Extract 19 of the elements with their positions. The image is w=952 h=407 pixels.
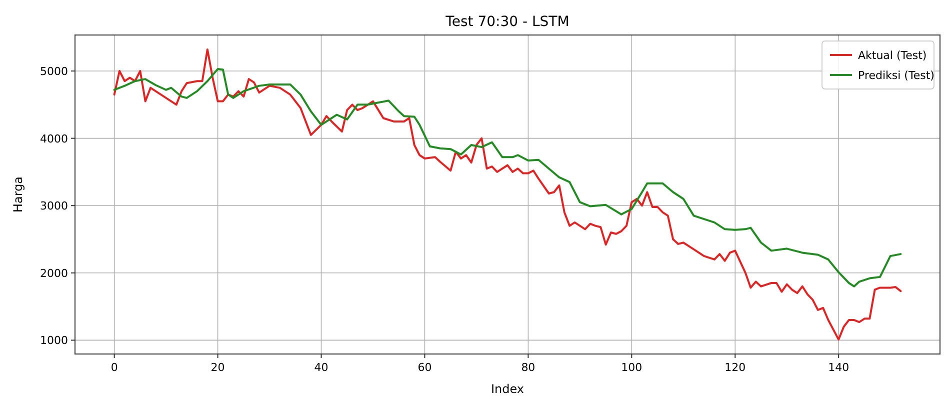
- x-tick-label: 40: [314, 361, 328, 374]
- chart-title: Test 70:30 - LSTM: [444, 14, 570, 30]
- x-tick-label: 80: [521, 361, 536, 374]
- legend-label: Prediksi (Test): [858, 69, 934, 82]
- y-tick-label: 2000: [40, 266, 68, 280]
- legend-label: Aktual (Test): [858, 49, 927, 62]
- x-tick-label: 120: [724, 361, 746, 374]
- line-series: [113, 68, 902, 288]
- x-axis-title: Index: [490, 382, 524, 396]
- y-tick-label: 4000: [40, 132, 68, 146]
- y-tick-label: 3000: [40, 200, 68, 213]
- x-tick-label: 60: [418, 361, 432, 374]
- x-tick-label: 140: [828, 361, 850, 374]
- x-tick-label: 100: [621, 361, 642, 374]
- y-tick-label: 1000: [40, 334, 68, 348]
- y-tick-label: 5000: [40, 65, 68, 78]
- y-axis-title: Harga: [11, 176, 25, 213]
- x-tick-label: 0: [110, 361, 118, 374]
- x-tick-label: 20: [210, 361, 225, 374]
